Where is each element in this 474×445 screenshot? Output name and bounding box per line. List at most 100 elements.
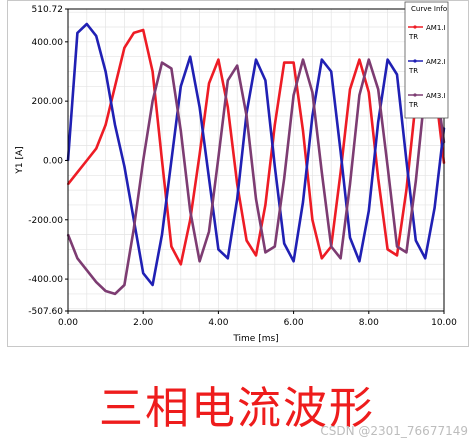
data-point (292, 61, 295, 64)
watermark-text: CSDN @2301_76677149 (320, 424, 468, 438)
data-point (302, 58, 304, 61)
data-point (386, 248, 389, 251)
data-point (255, 254, 257, 257)
data-point (132, 227, 135, 230)
data-point (358, 260, 361, 263)
x-tick-label: 6.00 (284, 318, 304, 328)
data-point (236, 64, 239, 67)
x-tick-label: 2.00 (133, 318, 153, 328)
data-point (226, 257, 229, 260)
y-tick-label: -400.00 (28, 275, 63, 285)
y-tick-label: 200.00 (32, 97, 64, 107)
legend-label-suffix-1: TR (408, 33, 418, 41)
legend-marker-1 (413, 25, 417, 29)
tick-labels: 0.00 2.00 4.00 6.00 8.00 10.00 510.72 400.00 200… (28, 5, 457, 328)
data-point (236, 198, 239, 200)
data-point (320, 58, 323, 61)
data-point (396, 245, 398, 248)
data-point (377, 121, 380, 123)
data-point (339, 257, 342, 260)
data-point (85, 159, 88, 162)
data-point (311, 115, 314, 117)
data-point (264, 204, 267, 206)
data-point (198, 153, 201, 156)
data-point (377, 88, 380, 91)
data-point (433, 207, 436, 209)
data-point (85, 23, 88, 25)
data-point (283, 177, 286, 180)
data-point (226, 106, 229, 108)
data-point (95, 35, 98, 37)
legend-title: Curve Info (411, 5, 447, 13)
y-tick-label: 510.72 (32, 5, 64, 15)
data-point (76, 171, 79, 174)
data-point (273, 245, 276, 248)
data-point (151, 284, 154, 286)
data-point (396, 254, 398, 257)
x-tick-label: 8.00 (359, 318, 379, 328)
data-point (283, 61, 286, 64)
legend-label-3: AM3.I (426, 92, 446, 100)
legend-marker-2 (413, 59, 417, 63)
data-point (104, 290, 107, 292)
data-point (405, 159, 408, 162)
data-point (367, 91, 370, 94)
data-point (320, 171, 323, 174)
data-point (142, 29, 145, 31)
data-point (161, 61, 163, 64)
data-point (311, 91, 314, 94)
data-point (414, 239, 417, 242)
legend-label-1: AM1.I (426, 24, 446, 32)
data-point (142, 159, 145, 162)
data-point (367, 58, 370, 61)
data-point (255, 198, 257, 200)
y-tick-label: -200.00 (28, 216, 63, 226)
data-point (85, 269, 88, 272)
data-point (283, 242, 286, 245)
data-point (208, 230, 210, 233)
legend-marker-3 (413, 93, 417, 97)
data-point (330, 245, 333, 248)
data-point (245, 239, 248, 242)
data-point (198, 260, 201, 263)
data-point (132, 32, 135, 34)
data-point (76, 32, 79, 34)
data-point (95, 281, 98, 283)
legend-items: AM1.I TR AM2.I TR AM3.I TR (408, 24, 446, 109)
data-point (226, 79, 229, 82)
legend-label-suffix-3: TR (408, 101, 418, 109)
legend-box (404, 1, 449, 119)
data-point (302, 201, 304, 203)
data-point (320, 257, 323, 260)
data-point (123, 46, 126, 49)
data-point (179, 263, 182, 266)
data-point (264, 79, 267, 82)
data-point (358, 94, 361, 97)
data-point (217, 248, 220, 251)
data-point (358, 58, 361, 61)
data-point (414, 180, 417, 183)
data-point (377, 177, 380, 180)
data-point (114, 85, 116, 88)
data-point (386, 165, 389, 168)
data-point (208, 82, 210, 85)
data-point (179, 85, 182, 88)
data-point (273, 165, 276, 168)
line-chart: 0.00 2.00 4.00 6.00 8.00 10.00 510.72 400.00 200… (15, 1, 457, 344)
data-point (405, 189, 408, 192)
data-point (349, 183, 351, 186)
figure-caption: 三相电流波形 (99, 383, 375, 434)
y-tick-label: 0.00 (43, 156, 63, 166)
data-point (161, 159, 163, 162)
data-point (179, 129, 182, 132)
legend-label-2: AM2.I (426, 58, 446, 66)
data-point (396, 73, 398, 76)
data-point (273, 123, 276, 126)
data-point (311, 218, 314, 221)
data-point (76, 257, 79, 260)
x-tick-label: 4.00 (208, 318, 228, 328)
data-point (189, 209, 192, 212)
data-point (189, 55, 192, 58)
data-point (142, 272, 145, 275)
data-point (114, 293, 116, 295)
